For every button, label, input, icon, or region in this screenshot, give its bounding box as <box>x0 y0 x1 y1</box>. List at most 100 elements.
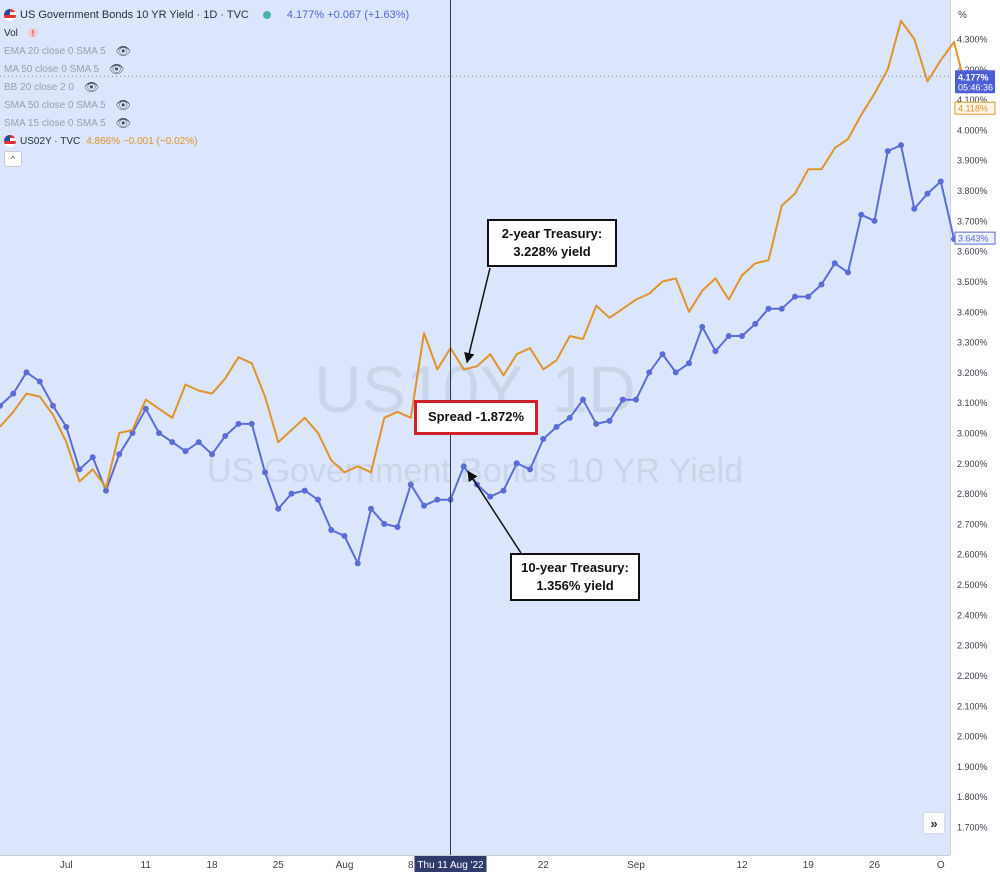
indicator-row[interactable]: BB 20 close 2 0 👁 <box>4 78 444 96</box>
market-status-icon[interactable] <box>262 11 271 19</box>
two-year-line-1: 2-year Treasury: <box>501 226 603 241</box>
countdown-value: 05:46:36 <box>958 82 993 92</box>
ten-year-data-point <box>619 396 626 403</box>
us-flag-icon <box>4 9 16 21</box>
ten-year-data-point <box>487 493 494 500</box>
last-price-value: 4.177% <box>958 72 989 82</box>
ten-year-data-point <box>235 420 242 427</box>
chart-legend: US Government Bonds 10 YR Yield · 1D · T… <box>4 6 444 168</box>
scroll-to-realtime-button[interactable]: » <box>923 812 945 834</box>
ten-year-data-point <box>513 460 520 467</box>
ten-year-data-point <box>633 396 639 403</box>
ten-year-data-point <box>354 560 361 567</box>
ten-year-data-point <box>275 505 282 512</box>
ten-year-data-point <box>686 360 692 367</box>
ten-year-data-point <box>10 390 17 397</box>
ten-year-arrow <box>467 470 522 554</box>
price-tick-label: 3.000% <box>957 429 988 439</box>
hidden-eye-icon[interactable]: 👁 <box>115 44 131 58</box>
ten-year-data-point <box>460 463 467 470</box>
legend-main-row[interactable]: US Government Bonds 10 YR Yield · 1D · T… <box>4 6 444 24</box>
compare-symbol[interactable]: US02Y · TVC <box>20 135 81 147</box>
price-tick-label: 2.000% <box>957 732 988 742</box>
price-tick-label: 1.800% <box>957 792 988 802</box>
price-tick-label: 2.900% <box>957 459 988 469</box>
price-tick-label: 4.000% <box>957 125 988 135</box>
ten-year-data-point <box>606 417 613 424</box>
price-tick-label: 2.600% <box>957 550 988 560</box>
two-year-annotation: 2-year Treasury: 3.228% yield <box>487 219 617 267</box>
price-tick-label: 2.500% <box>957 580 988 590</box>
blue-price-tag <box>954 231 996 245</box>
collapse-legend-icon[interactable]: ^ <box>4 151 22 167</box>
legend-vol-row[interactable]: Vol ! <box>4 24 444 42</box>
compare-row[interactable]: US02Y · TVC 4.866% −0.001 (−0.02%) <box>4 132 444 150</box>
hidden-eye-icon[interactable]: 👁 <box>115 116 131 130</box>
indicator-row[interactable]: MA 50 close 0 SMA 5 👁 <box>4 60 444 78</box>
ten-year-data-point <box>805 293 812 300</box>
price-tick-label: 4.200% <box>957 65 988 75</box>
crosshair-date-tag <box>414 856 487 872</box>
hidden-eye-icon[interactable]: 👁 <box>109 62 125 76</box>
ten-year-data-point <box>500 487 507 494</box>
indicator-label: MA 50 close 0 SMA 5 <box>4 63 100 75</box>
two-year-series-line <box>0 19 969 489</box>
indicator-row[interactable]: EMA 20 close 0 SMA 5 👁 <box>4 42 444 60</box>
price-tick-label: 3.800% <box>957 186 988 196</box>
ten-year-data-point <box>315 496 321 503</box>
ten-year-data-point <box>752 320 759 327</box>
ten-year-data-point <box>434 496 441 503</box>
time-tick-label: 12 <box>736 860 748 871</box>
time-tick-label: Sep <box>627 860 645 871</box>
ten-year-data-point <box>368 505 374 512</box>
price-tick-label: 4.100% <box>957 95 988 105</box>
ten-year-data-point <box>23 369 30 376</box>
indicator-label: SMA 15 close 0 SMA 5 <box>4 117 106 129</box>
ten-year-data-point <box>553 423 560 430</box>
price-tick-label: 3.700% <box>957 216 988 226</box>
ten-year-data-point <box>63 423 70 430</box>
crosshair-date-label: Thu 11 Aug '22 <box>417 860 484 871</box>
ten-year-data-point <box>50 402 56 409</box>
ten-year-data-point <box>924 190 931 197</box>
ten-year-data-point <box>540 436 547 443</box>
indicator-row[interactable]: SMA 15 close 0 SMA 5 👁 <box>4 114 444 132</box>
ten-year-data-point <box>593 420 600 427</box>
price-tick-label: 3.500% <box>957 277 988 287</box>
symbol-title[interactable]: US Government Bonds 10 YR Yield · 1D · T… <box>20 9 249 21</box>
blue-price-value: 3.643% <box>958 234 989 244</box>
ten-year-data-point <box>76 466 83 473</box>
time-tick-label: 26 <box>869 860 881 871</box>
time-tick-label: Jul <box>60 860 73 871</box>
ten-year-data-point <box>580 396 586 403</box>
ten-year-data-point <box>394 523 401 530</box>
ten-year-data-point <box>898 142 904 149</box>
time-tick-label: 18 <box>206 860 218 871</box>
ten-year-data-point <box>818 281 825 288</box>
ten-year-data-point <box>646 369 653 376</box>
ten-year-line-1: 10-year Treasury: <box>521 560 629 575</box>
ten-year-data-point <box>328 526 335 533</box>
ten-year-data-point <box>182 448 189 455</box>
time-tick-label: Aug <box>336 860 354 871</box>
ten-year-data-point <box>222 433 229 440</box>
ten-year-data-point <box>89 454 96 461</box>
ten-year-data-point <box>765 305 772 312</box>
ten-year-data-point <box>209 451 215 458</box>
indicator-row[interactable]: SMA 50 close 0 SMA 5 👁 <box>4 96 444 114</box>
ten-year-data-point <box>301 487 308 494</box>
ten-year-data-point <box>884 148 891 155</box>
ten-year-data-point <box>341 533 348 540</box>
ten-year-data-point <box>699 323 706 330</box>
hidden-eye-icon[interactable]: 👁 <box>84 80 100 94</box>
hidden-eye-icon[interactable]: 👁 <box>115 98 131 112</box>
price-tick-label: 3.900% <box>957 156 988 166</box>
warning-icon[interactable]: ! <box>27 28 38 38</box>
ten-year-data-point <box>407 481 414 488</box>
ten-year-data-point <box>169 439 176 446</box>
ten-year-data-point <box>845 269 851 276</box>
collapse-row: ^ <box>4 150 444 168</box>
price-tick-label: 2.400% <box>957 610 988 620</box>
